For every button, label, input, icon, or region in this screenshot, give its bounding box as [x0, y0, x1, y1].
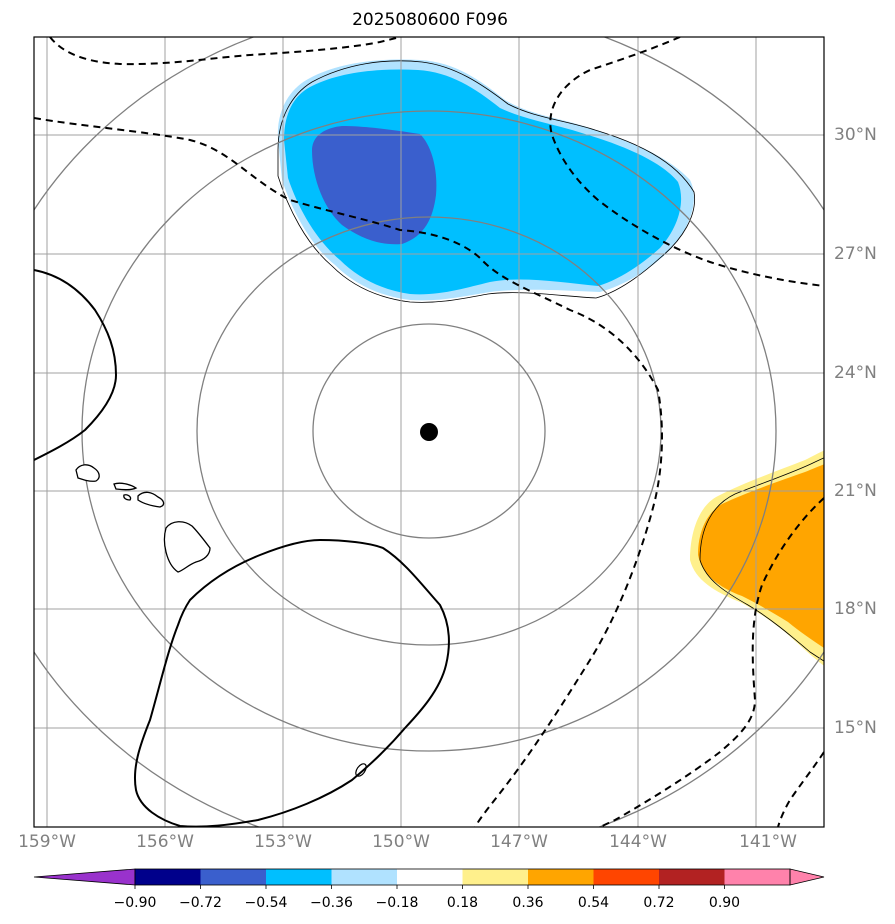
colorbar-segment	[659, 869, 725, 885]
colorbar-segment	[135, 869, 201, 885]
island-maui	[137, 491, 165, 508]
island-molokai	[123, 494, 132, 501]
colorbar-tick-label: 0.18	[446, 895, 479, 911]
colorbar-tick-label: −0.54	[244, 895, 288, 911]
colorbar-segment	[462, 869, 528, 885]
colorbar	[33, 868, 825, 889]
lon-label: 141°W	[739, 832, 797, 852]
island-kauai	[75, 464, 100, 482]
colorbar-tick-label: 0.90	[708, 895, 741, 911]
lat-label: 30°N	[834, 125, 877, 145]
colorbar-tick-label: −0.18	[375, 895, 419, 911]
colorbar-segment	[593, 869, 659, 885]
graticule	[34, 37, 824, 827]
lon-label: 150°W	[372, 832, 430, 852]
range-rings	[34, 37, 824, 827]
colorbar-extend-high	[789, 868, 825, 886]
colorbar-segment	[266, 869, 332, 885]
lon-label: 153°W	[254, 832, 312, 852]
lon-label: 144°W	[609, 832, 667, 852]
anomaly-positive	[698, 464, 824, 648]
colorbar-segment	[724, 869, 790, 885]
colorbar-segment	[528, 869, 594, 885]
lon-label: 147°W	[490, 832, 548, 852]
map-title: 2025080600 F096	[352, 10, 508, 30]
dashed-contours	[34, 37, 824, 827]
colorbar-tick-label: 0.72	[643, 895, 675, 911]
colorbar-tick-label: −0.72	[179, 895, 222, 911]
storm-center-marker	[420, 423, 438, 441]
map-frame	[33, 36, 825, 828]
colorbar-segment	[397, 869, 463, 885]
lat-label: 21°N	[834, 481, 877, 501]
colorbar-tick-label: −0.36	[310, 895, 353, 911]
lat-label: 24°N	[834, 363, 877, 383]
colorbar-tick-label: 0.36	[512, 895, 544, 911]
anomaly-outline-southeast	[699, 457, 824, 561]
colorbar-segment	[331, 869, 397, 885]
island-hawaii	[163, 521, 211, 573]
lon-label: 156°W	[136, 832, 194, 852]
lat-label: 15°N	[834, 718, 877, 738]
lat-label: 27°N	[834, 244, 877, 264]
colorbar-tick-label: 0.54	[577, 895, 610, 911]
solid-contours	[34, 269, 450, 827]
lat-label: 18°N	[834, 599, 877, 619]
island-oahu	[113, 482, 138, 491]
hawaiian-islands	[75, 464, 211, 573]
colorbar-segment	[200, 869, 266, 885]
colorbar-tick-label: −0.90	[113, 895, 157, 911]
map-area	[34, 37, 824, 827]
colorbar-extend-low	[33, 868, 136, 886]
lon-label: 159°W	[18, 832, 76, 852]
